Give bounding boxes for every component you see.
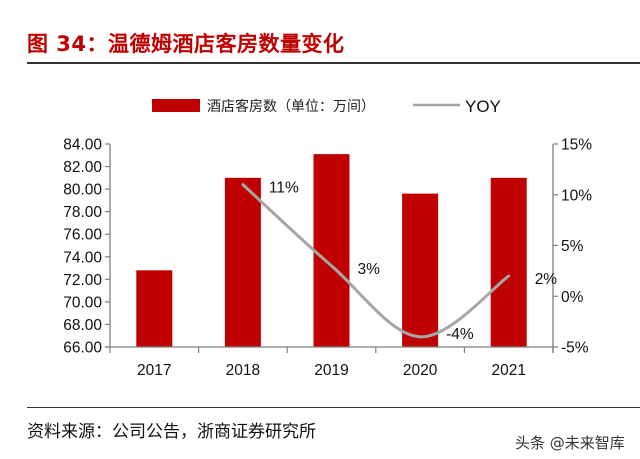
- left-tick-label: 78.00: [63, 204, 102, 221]
- legend: 酒店客房数（单位：万间） YOY: [152, 97, 501, 116]
- legend-line-label: YOY: [465, 97, 501, 116]
- left-tick-label: 70.00: [63, 294, 102, 311]
- legend-bar-swatch: [152, 99, 200, 112]
- source-note: 资料来源：公司公告，浙商证券研究所: [27, 422, 316, 442]
- yoy-line: [241, 183, 511, 339]
- left-tick-label: 82.00: [63, 159, 102, 176]
- legend-bar-label: 酒店客房数（单位：万间）: [207, 98, 375, 115]
- left-tick-label: 68.00: [63, 317, 102, 334]
- bar-2017: [136, 270, 173, 347]
- title-divider: [27, 62, 640, 64]
- bar-2020: [402, 193, 439, 347]
- source-divider: [27, 407, 640, 408]
- bar-2018: [224, 177, 261, 347]
- right-tick-label: 5%: [561, 238, 584, 255]
- left-tick-label: 76.00: [63, 227, 102, 244]
- left-tick-label: 74.00: [63, 249, 102, 266]
- right-tick-label: 10%: [561, 187, 592, 204]
- yoy-data-label: 11%: [269, 180, 299, 197]
- yoy-data-label: 2%: [535, 271, 558, 288]
- left-tick-label: 80.00: [63, 182, 102, 199]
- figure-title: 图 34：温德姆酒店客房数量变化: [27, 32, 345, 56]
- left-tick-label: 66.00: [63, 340, 102, 357]
- watermark: 头条 @未来智库: [515, 434, 625, 452]
- x-tick-label: 2018: [226, 362, 260, 379]
- right-tick-label: -5%: [561, 340, 589, 357]
- x-tick-label: 2019: [314, 362, 348, 379]
- yoy-data-label: -4%: [446, 326, 474, 343]
- right-tick-label: 15%: [561, 137, 592, 154]
- yoy-data-label: 3%: [358, 261, 381, 278]
- x-tick-label: 2021: [491, 362, 525, 379]
- right-tick-label: 0%: [561, 289, 584, 306]
- bar-2021: [490, 177, 527, 347]
- x-tick-label: 2020: [403, 362, 438, 379]
- left-tick-label: 84.00: [63, 137, 102, 154]
- x-tick-label: 2017: [137, 362, 171, 379]
- bar-2019: [313, 154, 350, 347]
- left-tick-label: 72.00: [63, 272, 102, 289]
